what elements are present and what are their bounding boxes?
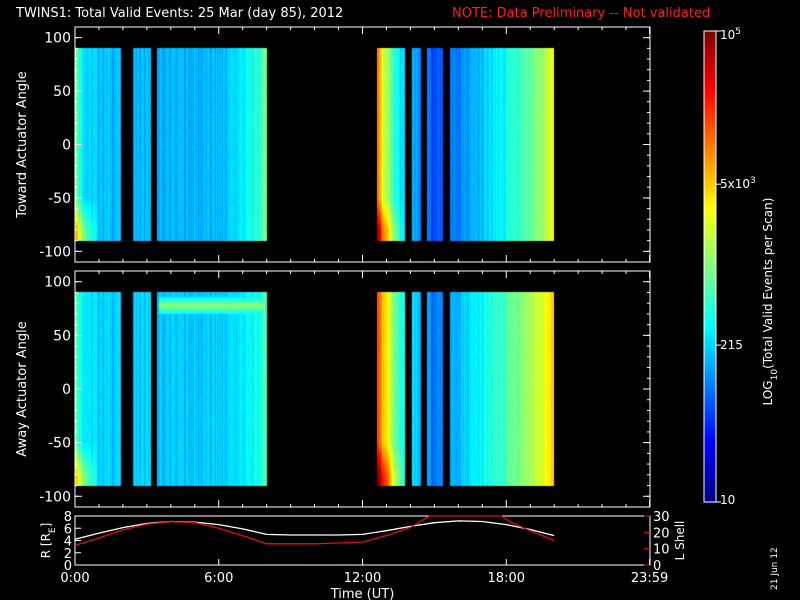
y-tick-label: 0 (62, 382, 71, 398)
away-frame (74, 270, 651, 508)
date-stamp: 21 Jun 12 (770, 547, 780, 590)
away-ylabel: Away Actuator Angle (15, 321, 30, 456)
toward-ylabel: Toward Actuator Angle (15, 71, 30, 218)
x-axis-label: Time (UT) (330, 587, 395, 600)
colorbar-tick-label: 215 (720, 338, 743, 352)
r-tick-label: 8 (64, 510, 72, 525)
x-tick-label: 18:00 (488, 571, 525, 586)
lshell-line (74, 515, 555, 547)
lshell-tick-label: 10 (653, 543, 670, 558)
toward-frame (74, 26, 651, 263)
x-tick-label: 6:00 (204, 571, 233, 586)
x-tick-label: 12:00 (344, 571, 381, 586)
colorbar-label: LOG10(Total Valid Events per Scan) (761, 198, 780, 406)
y-tick-label: 50 (53, 328, 71, 344)
y-tick-label: 50 (53, 84, 71, 100)
r-tick-label: 6 (64, 522, 72, 537)
y-tick-label: 100 (44, 31, 71, 47)
y-tick-label: -100 (39, 244, 71, 260)
toward-panel: 100 50 0 -50 -100 Toward Actuator Angle (15, 26, 651, 263)
r-axis-label: R [RE] (39, 523, 58, 559)
colorbar-tick-label: 105 (720, 27, 741, 42)
colorbar-tick-label: 10 (720, 493, 735, 507)
lshell-tick-label: 20 (653, 526, 670, 541)
lshell-tick-label: 30 (653, 510, 670, 525)
lshell-axis-label: L Shell (673, 521, 687, 561)
away-panel: 100 50 0 -50 -100 Away Actuator Angle (15, 270, 651, 508)
y-tick-label: 100 (44, 275, 71, 291)
preliminary-note: NOTE: Data Preliminary -- Not validated (452, 6, 711, 21)
colorbar: 105 5x103 215 10 LOG10(Total Valid Events pe… (703, 27, 780, 507)
y-tick-label: -100 (39, 489, 71, 505)
r-tick-label: 2 (64, 547, 72, 562)
chart-title: TWINS1: Total Valid Events: 25 Mar (day … (16, 6, 344, 21)
y-tick-label: 0 (62, 138, 71, 154)
r-tick-label: 4 (64, 535, 72, 550)
x-tick-label: 0:00 (60, 571, 89, 586)
x-tick-label: 23:59 (631, 571, 668, 586)
r-tick-label: 0 (64, 559, 72, 574)
y-tick-label: -50 (48, 436, 71, 452)
colorbar-frame (703, 30, 717, 503)
colorbar-tick-label: 5x103 (720, 176, 756, 191)
y-tick-label: -50 (48, 191, 71, 207)
lshell-tick-label: 0 (653, 559, 661, 574)
